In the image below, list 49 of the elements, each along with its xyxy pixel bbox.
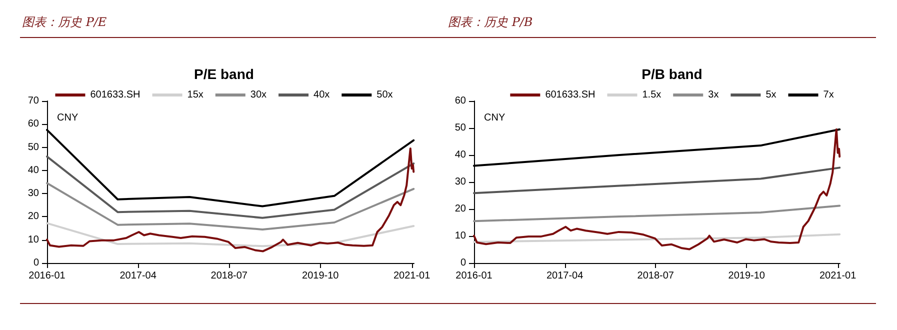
legend-label: 40x [314, 90, 330, 100]
legend-label: 5x [766, 90, 776, 100]
y-axis-title: CNY [484, 112, 506, 124]
y-tick-label: 40 [28, 164, 40, 176]
x-tick-label: 2016-01 [28, 270, 66, 282]
legend-label: 601633.SH [90, 90, 140, 100]
legend-label: 1.5x [642, 90, 662, 100]
line-series [473, 233, 841, 243]
x-tick-label: 2017-04 [120, 270, 157, 282]
y-tick-label: 40 [454, 150, 466, 160]
y-tick-label: 70 [28, 96, 40, 106]
legend-label: 3x [708, 90, 719, 100]
y-tick-label: 10 [28, 234, 40, 246]
line-series [46, 147, 415, 252]
line-series [46, 156, 415, 219]
x-tick-label: 2021-01 [819, 270, 857, 282]
chart-title: 图表：历史 P/B [448, 14, 533, 31]
y-tick-label: 20 [454, 204, 466, 214]
line-series [46, 182, 415, 230]
x-tick-label: 2017-04 [546, 270, 584, 282]
legend-label: 7x [823, 90, 834, 100]
line-series [473, 204, 841, 222]
y-tick-label: 10 [454, 230, 466, 242]
y-tick-label: 30 [454, 176, 466, 188]
x-tick-label: 2021-01 [393, 270, 431, 282]
line-series [46, 222, 415, 248]
legend-label: 50x [376, 90, 393, 100]
y-tick-label: 50 [28, 142, 40, 153]
chart-subtitle: P/E band [194, 66, 254, 82]
y-tick-label: 0 [460, 258, 466, 268]
line-series [473, 128, 841, 250]
y-tick-label: 50 [454, 122, 466, 134]
y-tick-label: 30 [28, 188, 40, 200]
x-tick-label: 2018-07 [637, 270, 674, 282]
y-tick-label: 60 [454, 96, 466, 106]
line-series [473, 166, 841, 194]
x-tick-label: 2018-07 [210, 270, 248, 282]
legend-label: 30x [250, 90, 267, 100]
x-tick-label: 2016-01 [456, 270, 493, 282]
y-tick-label: 20 [28, 211, 40, 222]
y-axis-title: CNY [57, 112, 78, 124]
chart-title: 图表：历史 P/E [22, 14, 107, 31]
legend-label: 601633.SH [545, 90, 596, 100]
chart-subtitle: P/B band [642, 66, 702, 82]
y-tick-label: 0 [33, 258, 40, 268]
x-tick-label: 2019-10 [728, 270, 766, 282]
y-tick-label: 60 [28, 118, 40, 130]
legend-label: 15x [187, 90, 204, 100]
x-tick-label: 2019-10 [302, 270, 340, 282]
